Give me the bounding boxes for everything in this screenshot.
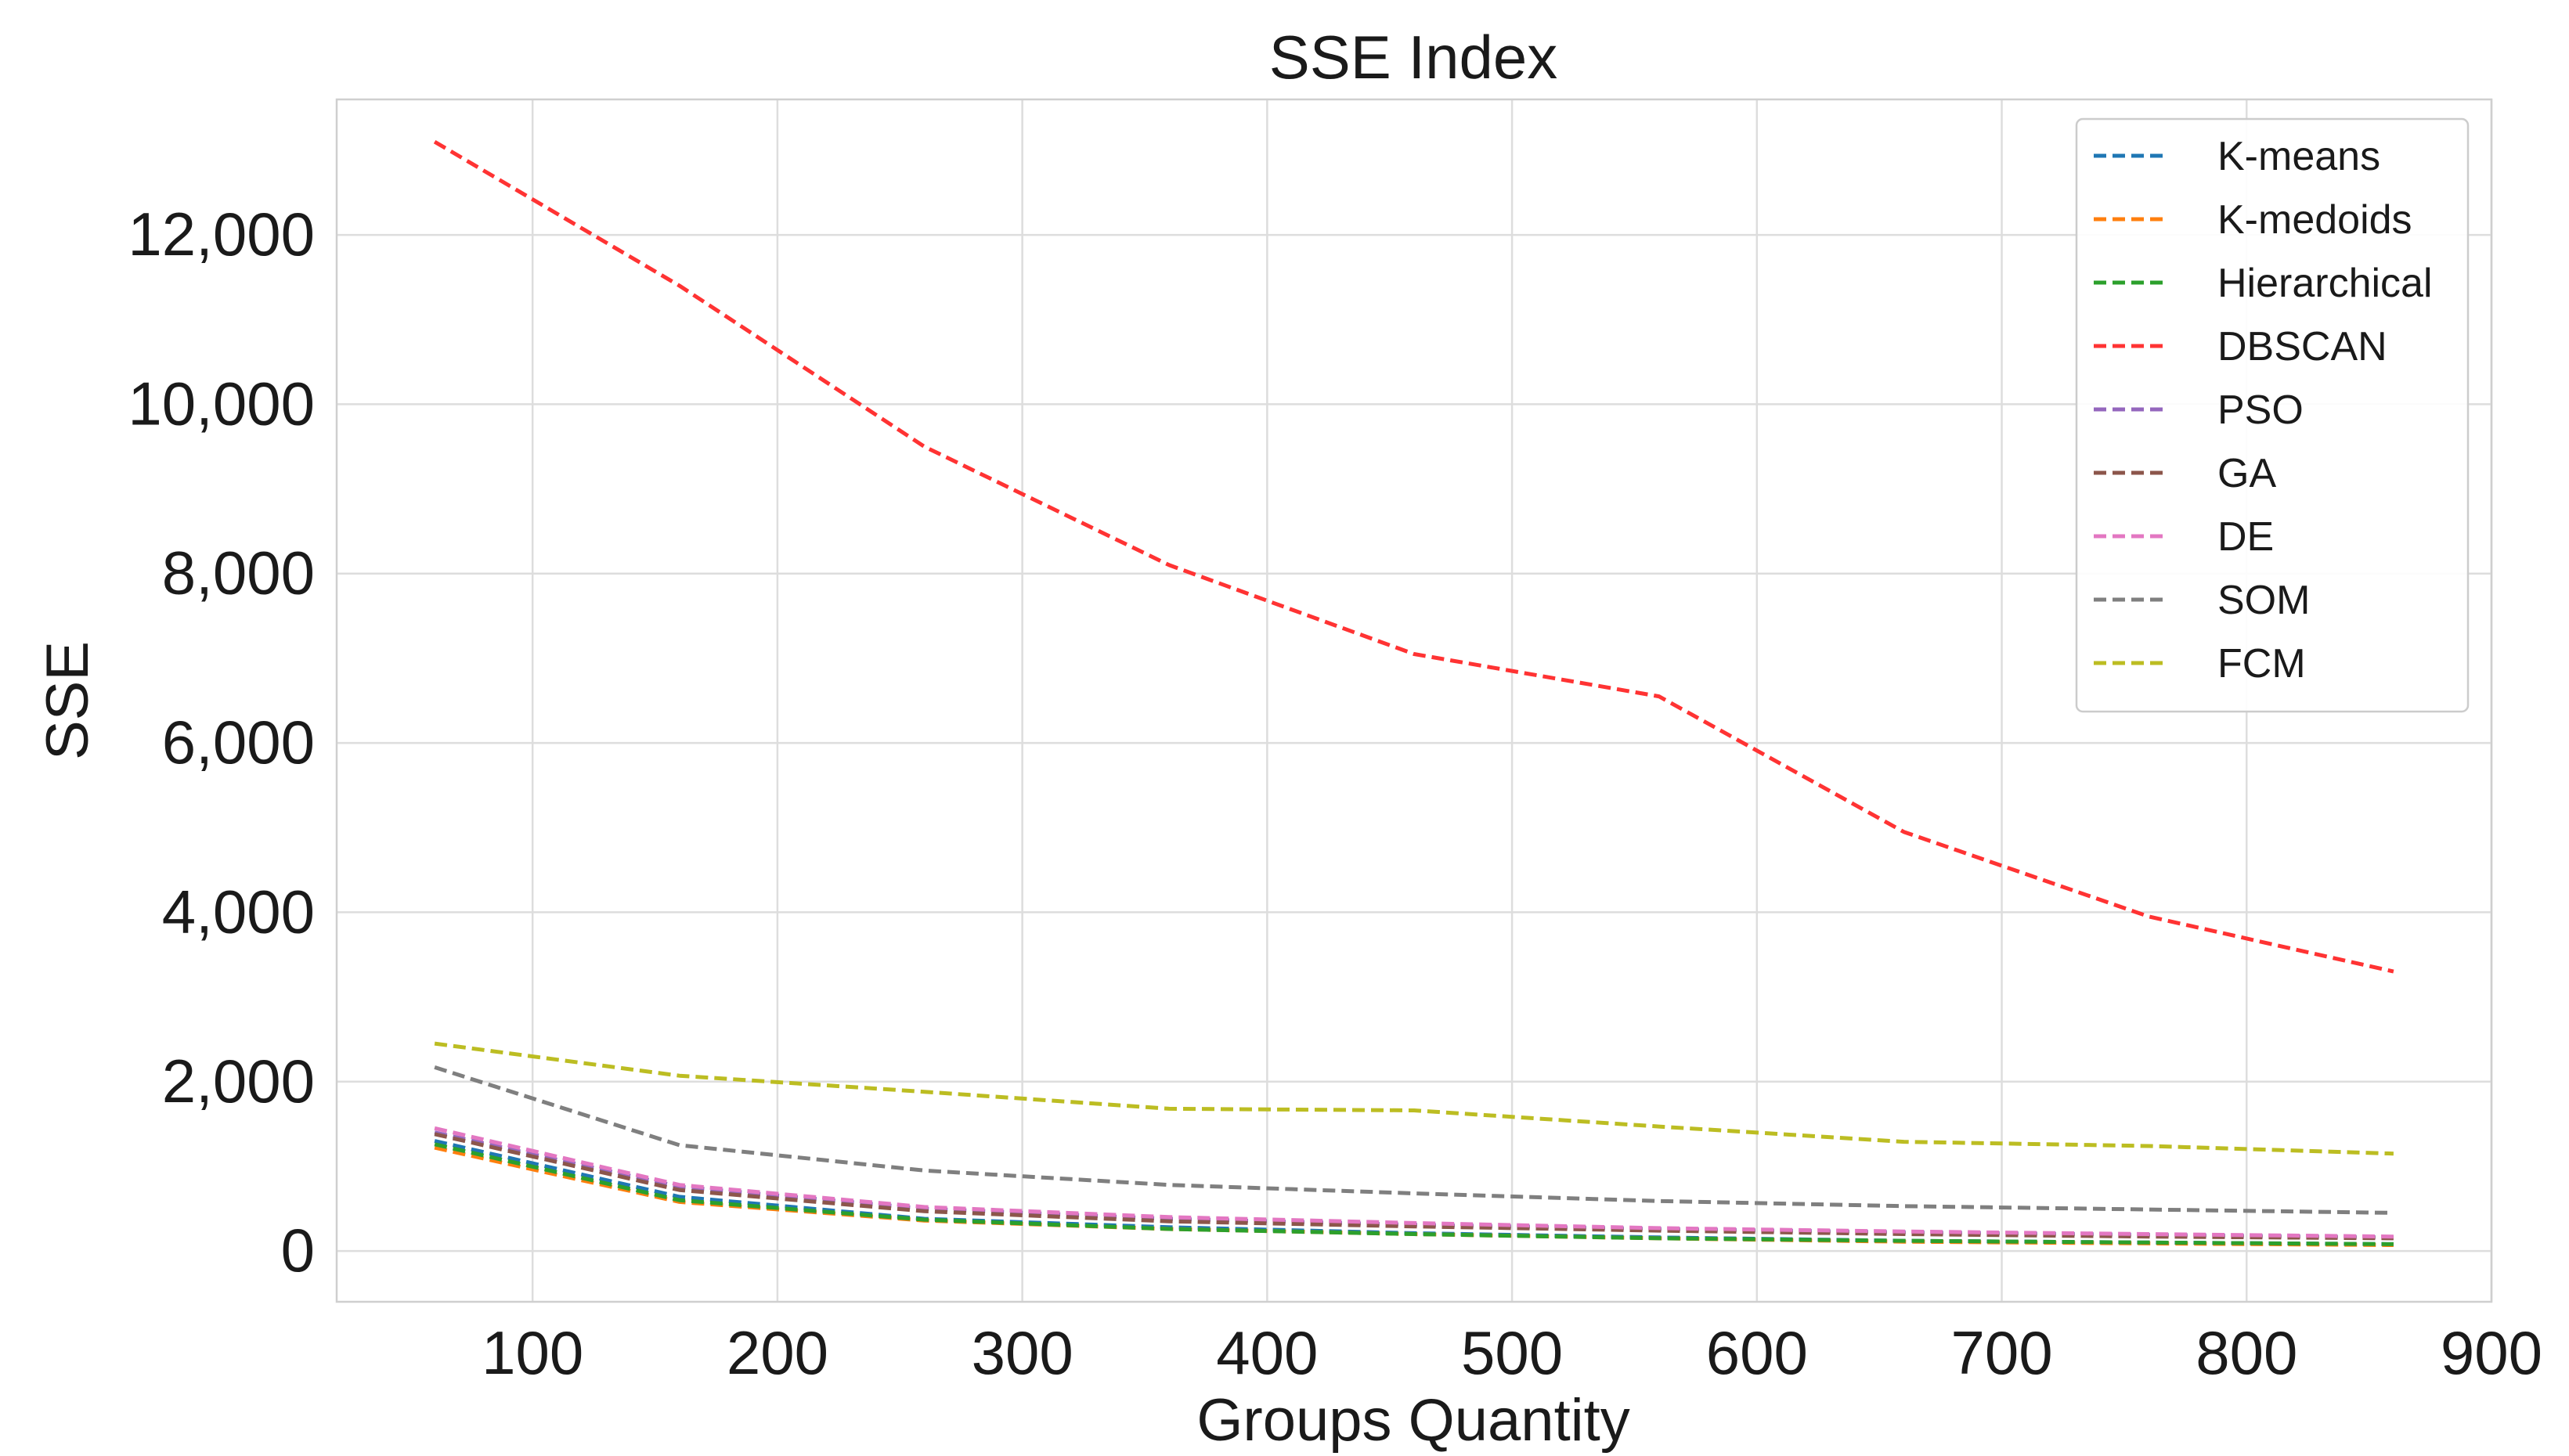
chart-title: SSE Index: [1269, 23, 1558, 92]
x-tick-label: 200: [727, 1318, 828, 1387]
x-tick-label: 100: [482, 1318, 583, 1387]
legend-label: K-means: [2217, 134, 2380, 179]
x-tick-label: 500: [1461, 1318, 1563, 1387]
legend-label: GA: [2217, 451, 2276, 496]
x-tick-label: 400: [1216, 1318, 1318, 1387]
series-line-de: [434, 1126, 2394, 1239]
legend-label: FCM: [2217, 641, 2306, 687]
series-line-hierarchical: [434, 1142, 2394, 1246]
y-tick-label: 6,000: [162, 708, 315, 777]
x-tick-label: 800: [2196, 1318, 2297, 1387]
x-tick-label: 600: [1706, 1318, 1808, 1387]
y-tick-label: 10,000: [128, 369, 315, 438]
y-tick-label: 2,000: [162, 1047, 315, 1115]
y-tick-label: 12,000: [128, 200, 315, 268]
y-axis-label: SSE: [34, 641, 101, 760]
legend-label: DE: [2217, 514, 2274, 560]
legend-label: K-medoids: [2217, 197, 2412, 243]
y-tick-label: 0: [281, 1216, 315, 1285]
series-lines: [433, 139, 2394, 1247]
legend-label: SOM: [2217, 578, 2310, 623]
x-tick-label: 700: [1950, 1318, 2052, 1387]
series-line-fcm: [434, 1041, 2394, 1156]
legend: K-means K-medoids Hierarchical DBSCAN PSO GA D…: [2075, 117, 2470, 713]
series-line-som: [434, 1065, 2394, 1215]
legend-box: [2075, 117, 2470, 713]
y-tick-label: 4,000: [162, 877, 315, 946]
x-tick-label: 300: [972, 1318, 1073, 1387]
y-tick-label: 8,000: [162, 539, 315, 607]
x-axis-label: Groups Quantity: [1196, 1387, 1629, 1454]
series-line-ga: [434, 1132, 2394, 1241]
legend-label: PSO: [2217, 387, 2304, 433]
y-axis-ticks: 0 2,000 4,000 6,000 8,000 10,000 12,000: [128, 200, 315, 1285]
legend-label: DBSCAN: [2217, 324, 2387, 369]
series-line-dbscan: [433, 139, 2394, 974]
x-tick-label: 900: [2441, 1318, 2542, 1387]
plot-area-frame: [335, 98, 2493, 1303]
x-axis-ticks: 100 200 300 400 500 600 700 800 900: [482, 1318, 2542, 1387]
legend-label: Hierarchical: [2217, 261, 2433, 306]
